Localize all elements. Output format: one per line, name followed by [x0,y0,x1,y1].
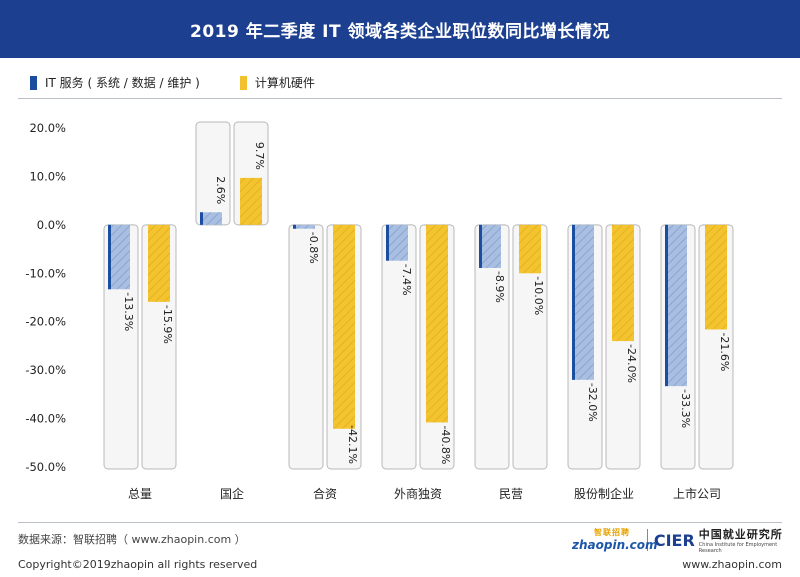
data-label: -40.8% [439,425,452,464]
bar-hardware [426,224,448,423]
copyright: Copyright©2019zhaopin all rights reserve… [18,558,258,571]
bar-edge [479,224,482,268]
data-label: -33.3% [679,389,692,428]
data-label: 2.6% [214,176,227,204]
data-label: -10.0% [532,276,545,315]
bar-chart: 20.0% 10.0% 0.0% -10.0% -20.0% -30.0% -40.0% -5… [25,121,734,501]
chart-legend: IT 服务 ( 系统 / 数据 / 维护 ) 计算机硬件 [30,74,355,91]
legend-item-it-service: IT 服务 ( 系统 / 数据 / 维护 ) [30,74,200,91]
legend-label: IT 服务 ( 系统 / 数据 / 维护 ) [45,76,200,90]
divider-top [18,98,782,99]
website: www.zhaopin.com [682,558,782,571]
data-label: -21.6% [718,332,731,371]
bar-it-service [200,212,222,225]
logos: 智联招聘 zhaopin.com CIER 中国就业研究所 China Inst… [572,526,800,554]
cier-text: 中国就业研究所 China Institute for Employment R… [699,526,800,554]
chart-title-bar: 2019 年二季度 IT 领域各类企业职位数同比增长情况 [0,0,800,58]
bar-it-service [572,224,594,380]
data-label: -0.8% [307,232,320,264]
x-axis: 总量 国企 合资 外商独资 民营 股份制企业 上市公司 [128,486,721,501]
data-label: -8.9% [493,271,506,303]
zhaopin-logo-en: zhaopin.com [572,538,658,552]
legend-swatch-blue [30,75,37,90]
y-tick-label: 0.0% [37,218,66,232]
data-source: 数据来源：智联招聘（ www.zhaopin.com ） [18,533,246,546]
data-label: -32.0% [586,383,599,422]
data-label: -13.3% [122,292,135,331]
x-tick-label: 股份制企业 [574,486,634,501]
bar-hardware [333,224,355,429]
y-axis: 20.0% 10.0% 0.0% -10.0% -20.0% -30.0% -40.0% -5… [25,121,66,474]
data-labels: -13.3% -15.9% 2.6% 9.7% -0.8% -42.1% -7.4% -40.… [122,142,731,464]
data-label: -42.1% [346,425,359,464]
bar-it-service [293,224,315,229]
legend-label: 计算机硬件 [254,76,315,90]
x-tick-label: 合资 [313,486,337,501]
x-tick-label: 上市公司 [673,486,721,501]
data-label: -7.4% [400,264,413,296]
y-tick-label: -20.0% [25,315,66,329]
data-label: -15.9% [161,305,174,344]
cier-name-cn: 中国就业研究所 [698,528,783,541]
bar-edge [665,224,668,387]
logo-divider [646,529,648,551]
bar-hardware [519,224,541,274]
bar-hardware [148,224,170,302]
bar-frames [103,121,734,470]
y-tick-label: 10.0% [29,169,66,183]
x-tick-label: 国企 [220,486,244,501]
chart-title: 2019 年二季度 IT 领域各类企业职位数同比增长情况 [190,21,610,42]
bar-edge [293,224,296,229]
bar-it-service [386,224,408,261]
bar-frame [195,121,231,226]
bar-it-service [108,224,130,290]
bar-it-service [665,224,687,387]
bar-edge [386,224,389,261]
bar-edge [108,224,111,290]
bar-hardware [612,224,634,342]
cier-logo: CIER [653,530,695,550]
zhaopin-logo-cn: 智联招聘 [594,528,630,537]
bars [108,177,727,429]
y-tick-label: -10.0% [25,266,66,280]
y-tick-label: -40.0% [25,412,66,426]
x-tick-label: 外商独资 [394,486,442,501]
x-tick-label: 民营 [499,487,523,501]
data-label: -24.0% [625,344,638,383]
x-tick-label: 总量 [128,487,152,501]
cier-name-en: China Institute for Employment Research [698,542,778,554]
bar-it-service [479,224,501,268]
bar-edge [572,224,575,380]
bar-frame [381,224,417,470]
bar-hardware [705,224,727,330]
legend-item-hardware: 计算机硬件 [239,74,315,91]
y-tick-label: -50.0% [25,460,66,474]
bar-edge [200,212,203,225]
legend-swatch-yellow [239,75,247,90]
zhaopin-logo: 智联招聘 zhaopin.com [572,527,658,553]
data-label: 9.7% [253,142,266,170]
y-tick-label: -30.0% [25,363,66,377]
y-tick-label: 20.0% [29,121,66,135]
divider-bottom [18,522,782,523]
bar-hardware [240,177,262,225]
